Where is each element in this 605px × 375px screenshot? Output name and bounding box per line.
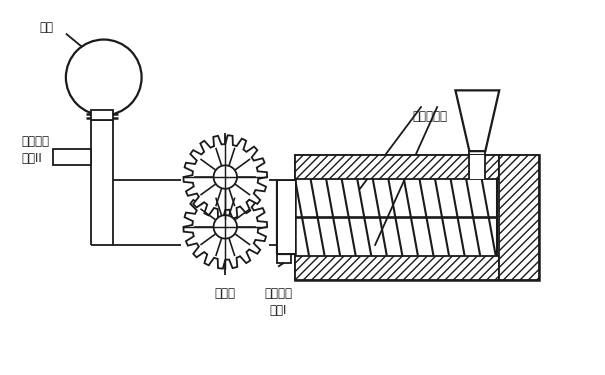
Text: 葔杆、料筒: 葔杆、料筒 [412, 110, 447, 123]
Bar [499, 155, 539, 280]
Bar [278, 181, 295, 253]
Bar [91, 110, 113, 120]
Polygon shape [456, 90, 499, 151]
Circle shape [66, 39, 142, 115]
Circle shape [214, 215, 237, 238]
Bar [295, 256, 499, 280]
Polygon shape [183, 185, 267, 268]
Bar [277, 245, 291, 263]
Text: 熔体泵: 熔体泵 [215, 286, 236, 300]
Bar [295, 155, 499, 179]
Bar [470, 155, 485, 179]
Bar [295, 155, 539, 280]
Text: 滤网: 滤网 [39, 21, 53, 34]
Circle shape [214, 165, 237, 189]
Text: 熔体压力
测量II: 熔体压力 测量II [21, 135, 49, 165]
Text: 熔体压力
测量I: 熔体压力 测量I [264, 286, 292, 316]
Polygon shape [183, 135, 267, 219]
Bar [53, 149, 91, 165]
